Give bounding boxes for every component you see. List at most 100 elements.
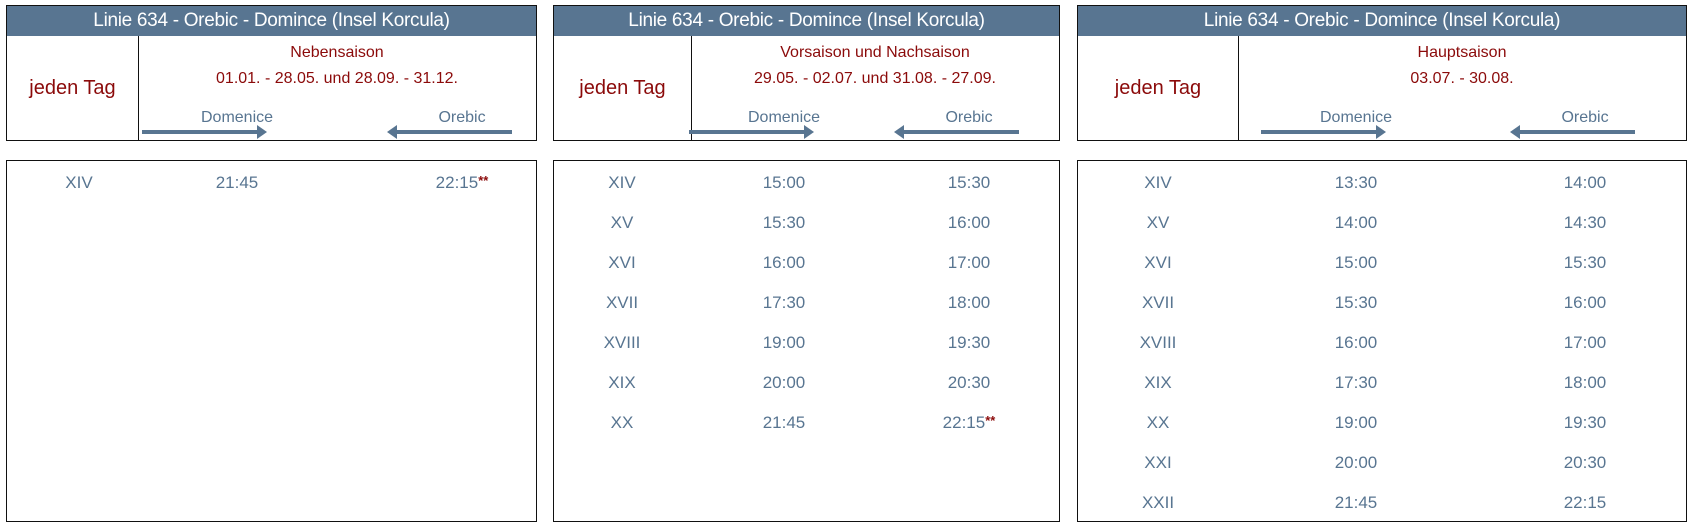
trip-number: XX xyxy=(610,413,634,432)
time: 20:30 xyxy=(1563,453,1607,472)
table-row: XV 15:30 16:00 xyxy=(554,213,1059,237)
panel-header: Linie 634 - Orebic - Domince (Insel Korc… xyxy=(553,5,1060,141)
direction-domenice: Domenice xyxy=(200,109,274,126)
departure-domenice: 19:00 xyxy=(1334,413,1378,432)
time: 15:30 xyxy=(1563,253,1607,272)
season-dates: 03.07. - 30.08. xyxy=(1410,70,1514,87)
departure-domenice: 20:00 xyxy=(762,373,806,392)
departure-domenice: 21:45 xyxy=(762,413,806,432)
time: 16:00 xyxy=(947,213,991,232)
departure-orebic: 20:30 xyxy=(1535,453,1635,473)
arrow-right-icon xyxy=(1261,125,1386,139)
direction-orebic: Orebic xyxy=(438,109,486,126)
departure-domenice: 14:00 xyxy=(1334,213,1378,232)
line-title: Linie 634 - Orebic - Domince (Insel Korc… xyxy=(1078,6,1686,36)
day-label: jeden Tag xyxy=(7,36,139,140)
trip-number: XIV xyxy=(65,173,93,192)
time: 18:00 xyxy=(1563,373,1607,392)
trip-number: XVIII xyxy=(1139,333,1177,352)
schedule-table: XIV 13:30 14:00 XV 14:00 14:30 XVI 15:00… xyxy=(1077,160,1687,522)
table-row: XX 19:00 19:30 xyxy=(1078,413,1686,437)
trip-number: XIX xyxy=(1144,373,1172,392)
line-title: Linie 634 - Orebic - Domince (Insel Korc… xyxy=(7,6,536,36)
table-row: XIX 17:30 18:00 xyxy=(1078,373,1686,397)
time: 20:30 xyxy=(947,373,991,392)
departure-orebic: 14:30 xyxy=(1535,213,1635,233)
schedule-table: XIV 21:45 22:15** xyxy=(6,160,537,522)
trip-number: XVI xyxy=(1144,253,1172,272)
table-row: XVI 15:00 15:30 xyxy=(1078,253,1686,277)
time: 15:30 xyxy=(947,173,991,192)
footnote-mark: ** xyxy=(478,173,489,188)
day-label: jeden Tag xyxy=(554,36,692,140)
table-row: XIX 20:00 20:30 xyxy=(554,373,1059,397)
departure-domenice: 16:00 xyxy=(762,253,806,272)
arrow-right-icon xyxy=(142,125,267,139)
departure-domenice: 15:00 xyxy=(1334,253,1378,272)
arrow-left-icon xyxy=(1510,125,1635,139)
trip-number: XIV xyxy=(1144,173,1172,192)
season-label: Nebensaison xyxy=(290,44,384,61)
table-row: XIV 15:00 15:30 xyxy=(554,173,1059,197)
departure-domenice: 20:00 xyxy=(1334,453,1378,472)
table-row: XVIII 16:00 17:00 xyxy=(1078,333,1686,357)
table-row: XV 14:00 14:30 xyxy=(1078,213,1686,237)
departure-domenice: 19:00 xyxy=(762,333,806,352)
season-dates: 29.05. - 02.07. und 31.08. - 27.09. xyxy=(754,70,996,87)
season-label: Vorsaison und Nachsaison xyxy=(780,44,970,61)
departure-domenice: 21:45 xyxy=(1334,493,1378,512)
departure-domenice: 15:30 xyxy=(1334,293,1378,312)
departure-domenice: 17:30 xyxy=(762,293,806,312)
time: 19:30 xyxy=(947,333,991,352)
trip-number: XVII xyxy=(605,293,639,312)
season-label: Hauptsaison xyxy=(1417,44,1507,61)
time: 14:00 xyxy=(1563,173,1607,192)
time: 22:15 xyxy=(435,173,479,192)
time: 19:30 xyxy=(1563,413,1607,432)
departure-orebic: 19:30 xyxy=(919,333,1019,353)
trip-number: XXII xyxy=(1141,493,1175,512)
trip-number: XIV xyxy=(608,173,636,192)
departure-orebic: 22:15** xyxy=(412,173,512,193)
time: 22:15 xyxy=(1563,493,1607,512)
panel-header: Linie 634 - Orebic - Domince (Insel Korc… xyxy=(1077,5,1687,141)
time: 16:00 xyxy=(1563,293,1607,312)
table-row: XXII 21:45 22:15 xyxy=(1078,493,1686,517)
trip-number: XIX xyxy=(608,373,636,392)
trip-number: XV xyxy=(610,213,634,232)
departure-orebic: 18:00 xyxy=(1535,373,1635,393)
direction-domenice: Domenice xyxy=(747,109,821,126)
trip-number: XX xyxy=(1146,413,1170,432)
table-row: XIV 13:30 14:00 xyxy=(1078,173,1686,197)
table-row: XX 21:45 22:15** xyxy=(554,413,1059,437)
arrow-left-icon xyxy=(894,125,1019,139)
departure-orebic: 20:30 xyxy=(919,373,1019,393)
footnote-mark: ** xyxy=(985,413,996,428)
table-row: XVII 17:30 18:00 xyxy=(554,293,1059,317)
departure-domenice: 21:45 xyxy=(215,173,259,192)
departure-domenice: 17:30 xyxy=(1334,373,1378,392)
departure-orebic: 16:00 xyxy=(919,213,1019,233)
arrow-right-icon xyxy=(689,125,814,139)
trip-number: XV xyxy=(1146,213,1170,232)
table-row: XIV 21:45 22:15** xyxy=(7,173,536,197)
departure-domenice: 16:00 xyxy=(1334,333,1378,352)
trip-number: XVIII xyxy=(603,333,641,352)
departure-orebic: 15:30 xyxy=(1535,253,1635,273)
departure-orebic: 15:30 xyxy=(919,173,1019,193)
trip-number: XVI xyxy=(608,253,636,272)
departure-orebic: 17:00 xyxy=(919,253,1019,273)
table-row: XVIII 19:00 19:30 xyxy=(554,333,1059,357)
departure-domenice: 15:00 xyxy=(762,173,806,192)
departure-orebic: 16:00 xyxy=(1535,293,1635,313)
trip-number: XVII xyxy=(1141,293,1175,312)
arrow-left-icon xyxy=(387,125,512,139)
table-row: XVI 16:00 17:00 xyxy=(554,253,1059,277)
time: 14:30 xyxy=(1563,213,1607,232)
time: 18:00 xyxy=(947,293,991,312)
trip-number: XXI xyxy=(1144,453,1172,472)
direction-orebic: Orebic xyxy=(1561,109,1609,126)
season-dates: 01.01. - 28.05. und 28.09. - 31.12. xyxy=(216,70,458,87)
table-row: XXI 20:00 20:30 xyxy=(1078,453,1686,477)
time: 17:00 xyxy=(1563,333,1607,352)
